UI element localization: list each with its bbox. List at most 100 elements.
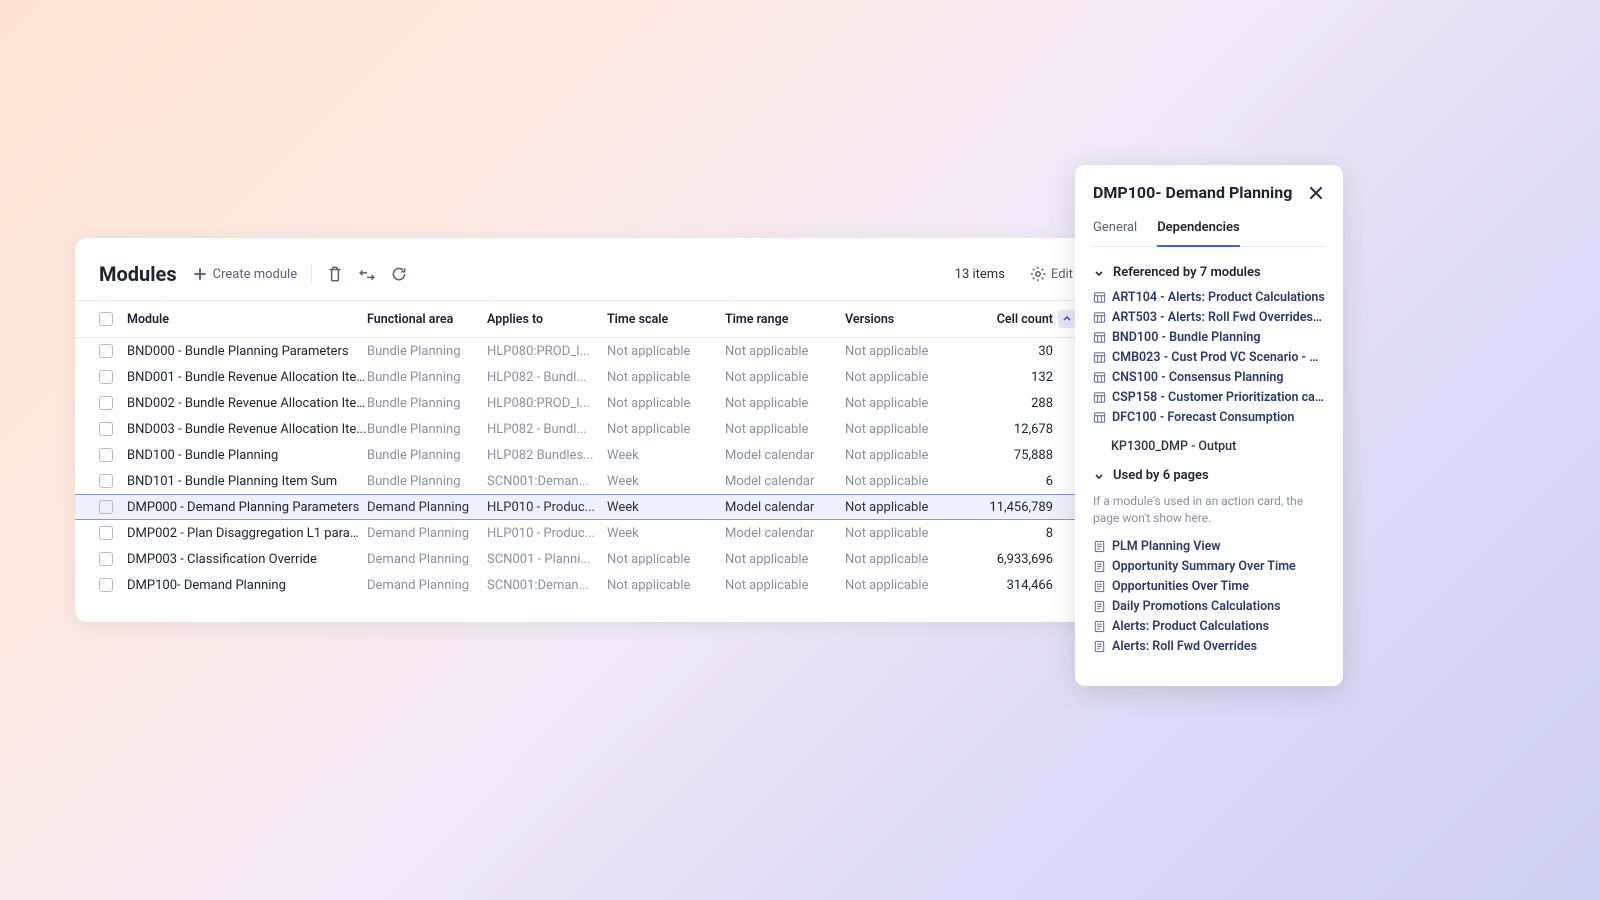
col-header-applies-to[interactable]: Applies to	[487, 312, 607, 327]
cell-applies-to: HLP082 - Bundl...	[487, 422, 607, 437]
create-module-button[interactable]: Create module	[191, 265, 297, 283]
table-row[interactable]: BND100 - Bundle Planning Bundle Planning…	[75, 442, 1150, 468]
cell-versions: Not applicable	[845, 500, 965, 515]
page-icon	[1093, 640, 1106, 653]
referenced-item[interactable]: CSP158 - Customer Prioritization calcs	[1093, 390, 1325, 405]
table-row[interactable]: BND000 - Bundle Planning Parameters Bund…	[75, 338, 1150, 364]
used-item[interactable]: Alerts: Product Calculations	[1093, 619, 1325, 634]
cell-versions: Not applicable	[845, 578, 965, 593]
referenced-item[interactable]: ART503 - Alerts: Roll Fwd Overrides DM..…	[1093, 310, 1325, 325]
row-checkbox[interactable]	[99, 344, 113, 358]
page-title: Modules	[99, 262, 177, 286]
cell-functional-area: Bundle Planning	[367, 344, 487, 359]
sync-icon[interactable]	[390, 265, 408, 283]
sub-output-item[interactable]: KP1300_DMP - Output	[1093, 439, 1325, 454]
used-list: PLM Planning View Opportunity Summary Ove…	[1093, 539, 1325, 654]
row-checkbox[interactable]	[99, 396, 113, 410]
cell-count: 288	[965, 396, 1053, 411]
table-row[interactable]: BND101 - Bundle Planning Item Sum Bundle…	[75, 468, 1150, 494]
table-row[interactable]: DMP000 - Demand Planning Parameters Dema…	[75, 494, 1150, 520]
cell-time-range: Model calendar	[725, 448, 845, 463]
cell-time-range: Not applicable	[725, 578, 845, 593]
row-checkbox[interactable]	[99, 500, 113, 514]
table-row[interactable]: DMP002 - Plan Disaggregation L1 parame..…	[75, 520, 1150, 546]
cell-time-range: Not applicable	[725, 552, 845, 567]
table-row[interactable]: BND001 - Bundle Revenue Allocation Items…	[75, 364, 1150, 390]
table-row[interactable]: DMP100- Demand Planning Demand Planning …	[75, 572, 1150, 598]
reorder-icon[interactable]	[358, 265, 376, 283]
cell-count: 30	[965, 344, 1053, 359]
cell-time-scale: Not applicable	[607, 370, 725, 385]
page-icon	[1093, 580, 1106, 593]
referenced-section-toggle[interactable]: Referenced by 7 modules	[1093, 265, 1325, 280]
col-header-cell-count[interactable]: Cell count	[965, 312, 1053, 327]
cell-count: 11,456,789	[965, 500, 1053, 515]
cell-versions: Not applicable	[845, 474, 965, 489]
row-checkbox[interactable]	[99, 448, 113, 462]
cell-functional-area: Bundle Planning	[367, 370, 487, 385]
cell-applies-to: HLP082 - Bundl...	[487, 370, 607, 385]
row-checkbox[interactable]	[99, 526, 113, 540]
table-row[interactable]: BND002 - Bundle Revenue Allocation Items…	[75, 390, 1150, 416]
tab-general[interactable]: General	[1093, 220, 1137, 246]
cell-time-range: Not applicable	[725, 344, 845, 359]
select-all-checkbox[interactable]	[99, 312, 113, 326]
row-checkbox[interactable]	[99, 552, 113, 566]
cell-versions: Not applicable	[845, 552, 965, 567]
modules-panel: Modules Create module 13 items Edit colu…	[75, 238, 1150, 622]
used-item[interactable]: Opportunity Summary Over Time	[1093, 559, 1325, 574]
page-icon	[1093, 540, 1106, 553]
row-checkbox[interactable]	[99, 474, 113, 488]
cell-versions: Not applicable	[845, 448, 965, 463]
cell-time-scale: Week	[607, 448, 725, 463]
col-header-time-scale[interactable]: Time scale	[607, 312, 725, 327]
delete-icon[interactable]	[326, 265, 344, 283]
used-note: If a module's used in an action card, th…	[1093, 493, 1325, 527]
gear-icon	[1029, 265, 1047, 283]
table-row[interactable]: DMP003 - Classification Override Demand …	[75, 546, 1150, 572]
used-section-toggle[interactable]: Used by 6 pages	[1093, 468, 1325, 483]
cell-applies-to: SCN001:Deman...	[487, 474, 607, 489]
chevron-down-icon	[1093, 470, 1105, 482]
items-count: 13 items	[955, 267, 1005, 282]
cell-versions: Not applicable	[845, 526, 965, 541]
referenced-item[interactable]: ART104 - Alerts: Product Calculations	[1093, 290, 1325, 305]
used-item[interactable]: Opportunities Over Time	[1093, 579, 1325, 594]
cell-count: 6	[965, 474, 1053, 489]
cell-time-scale: Not applicable	[607, 344, 725, 359]
module-icon	[1093, 371, 1106, 384]
cell-count: 314,466	[965, 578, 1053, 593]
row-checkbox[interactable]	[99, 422, 113, 436]
col-header-versions[interactable]: Versions	[845, 312, 965, 327]
referenced-item[interactable]: DFC100 - Forecast Consumption	[1093, 410, 1325, 425]
tab-dependencies[interactable]: Dependencies	[1157, 220, 1239, 247]
referenced-item[interactable]: CMB023 - Cust Prod VC Scenario - Dem...	[1093, 350, 1325, 365]
col-header-module[interactable]: Module	[127, 312, 367, 327]
referenced-item[interactable]: BND100 - Bundle Planning	[1093, 330, 1325, 345]
sort-chip[interactable]	[1058, 310, 1076, 328]
plus-icon	[191, 265, 209, 283]
referenced-item[interactable]: CNS100 - Consensus Planning	[1093, 370, 1325, 385]
col-header-functional-area[interactable]: Functional area	[367, 312, 487, 327]
cell-count: 75,888	[965, 448, 1053, 463]
used-item[interactable]: Alerts: Roll Fwd Overrides	[1093, 639, 1325, 654]
row-checkbox[interactable]	[99, 578, 113, 592]
cell-module: BND001 - Bundle Revenue Allocation Items	[127, 370, 367, 385]
cell-module: BND000 - Bundle Planning Parameters	[127, 344, 367, 359]
used-item[interactable]: PLM Planning View	[1093, 539, 1325, 554]
used-item[interactable]: Daily Promotions Calculations	[1093, 599, 1325, 614]
details-tabs: General Dependencies	[1093, 220, 1325, 247]
chevron-down-icon	[1093, 267, 1105, 279]
cell-applies-to: SCN001 - Planni...	[487, 552, 607, 567]
col-header-time-range[interactable]: Time range	[725, 312, 845, 327]
row-checkbox[interactable]	[99, 370, 113, 384]
cell-module: BND101 - Bundle Planning Item Sum	[127, 474, 367, 489]
cell-functional-area: Demand Planning	[367, 552, 487, 567]
close-icon[interactable]	[1307, 184, 1325, 202]
table-row[interactable]: BND003 - Bundle Revenue Allocation Ite..…	[75, 416, 1150, 442]
panel-header: Modules Create module 13 items Edit colu…	[75, 238, 1150, 300]
referenced-title: Referenced by 7 modules	[1113, 265, 1261, 280]
divider	[311, 265, 312, 283]
cell-time-scale: Not applicable	[607, 396, 725, 411]
cell-time-scale: Not applicable	[607, 552, 725, 567]
